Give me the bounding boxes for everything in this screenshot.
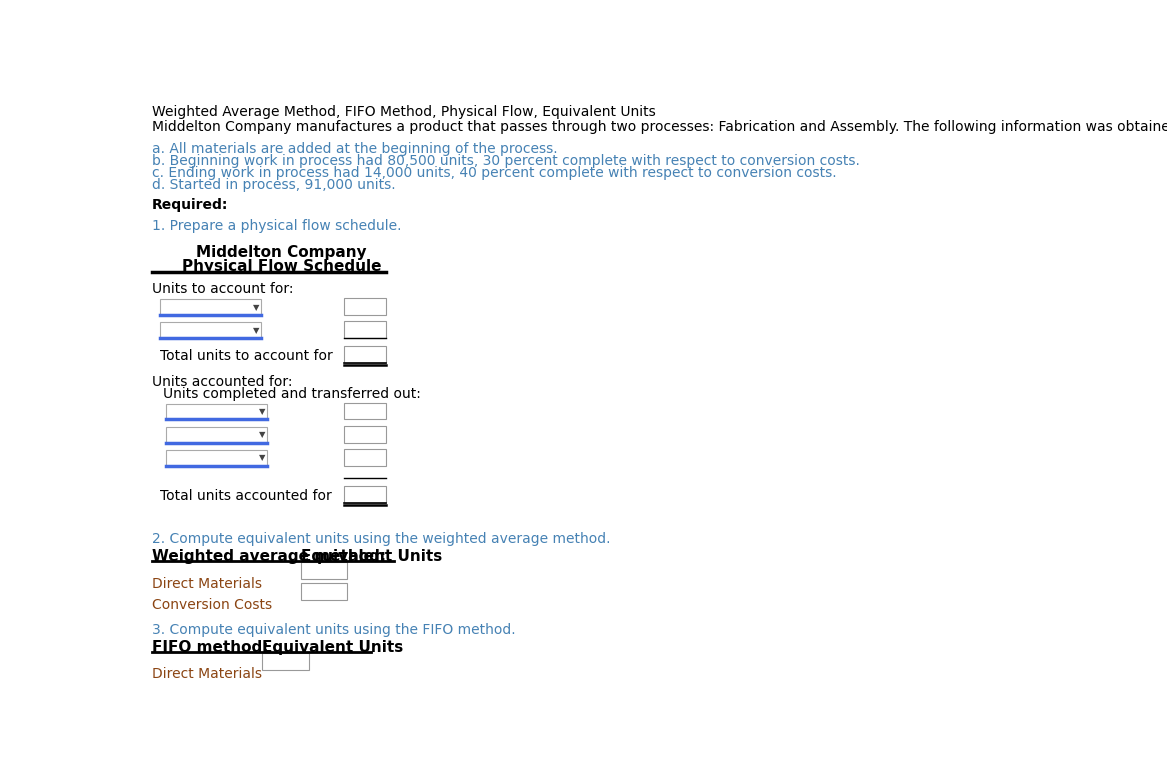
Text: Required:: Required: [152,198,229,212]
Text: Units accounted for:: Units accounted for: [152,375,293,389]
FancyBboxPatch shape [301,584,348,601]
Text: 3. Compute equivalent units using the FIFO method.: 3. Compute equivalent units using the FI… [152,623,516,637]
FancyBboxPatch shape [301,562,348,579]
Text: Weighted average method:: Weighted average method: [152,549,386,564]
FancyBboxPatch shape [343,449,386,466]
FancyBboxPatch shape [343,402,386,419]
Text: Middelton Company: Middelton Company [196,246,366,260]
Text: ▼: ▼ [259,408,265,416]
Text: d. Started in process, 91,000 units.: d. Started in process, 91,000 units. [152,178,396,192]
Text: ▼: ▼ [253,302,259,312]
Text: Total units to account for: Total units to account for [160,349,333,363]
FancyBboxPatch shape [343,486,386,503]
Text: 1. Prepare a physical flow schedule.: 1. Prepare a physical flow schedule. [152,219,401,232]
FancyBboxPatch shape [343,298,386,315]
FancyBboxPatch shape [160,299,260,315]
FancyBboxPatch shape [166,404,267,419]
Text: c. Ending work in process had 14,000 units, 40 percent complete with respect to : c. Ending work in process had 14,000 uni… [152,166,837,180]
Text: Physical Flow Schedule: Physical Flow Schedule [182,260,382,274]
FancyBboxPatch shape [166,427,267,443]
Text: Units to account for:: Units to account for: [152,282,294,296]
Text: ▼: ▼ [259,430,265,439]
Text: Conversion Costs: Conversion Costs [152,598,272,612]
Text: Direct Materials: Direct Materials [152,667,263,681]
Text: Direct Materials: Direct Materials [152,577,263,591]
FancyBboxPatch shape [343,321,386,338]
Text: a. All materials are added at the beginning of the process.: a. All materials are added at the beginn… [152,142,558,156]
FancyBboxPatch shape [343,425,386,443]
FancyBboxPatch shape [166,450,267,466]
FancyBboxPatch shape [263,653,308,670]
Text: Units completed and transferred out:: Units completed and transferred out: [163,388,421,401]
Text: 2. Compute equivalent units using the weighted average method.: 2. Compute equivalent units using the we… [152,532,610,546]
Text: b. Beginning work in process had 80,500 units, 30 percent complete with respect : b. Beginning work in process had 80,500 … [152,153,860,168]
Text: ▼: ▼ [259,453,265,463]
Text: Middelton Company manufactures a product that passes through two processes: Fabr: Middelton Company manufactures a product… [152,120,1167,134]
Text: Weighted Average Method, FIFO Method, Physical Flow, Equivalent Units: Weighted Average Method, FIFO Method, Ph… [152,105,656,119]
FancyBboxPatch shape [343,346,386,363]
Text: FIFO method:: FIFO method: [152,639,268,655]
Text: Equivalent Units: Equivalent Units [263,639,404,655]
Text: Equivalent Units: Equivalent Units [301,549,442,564]
Text: Total units accounted for: Total units accounted for [160,489,331,503]
Text: ▼: ▼ [253,326,259,335]
FancyBboxPatch shape [160,322,260,338]
